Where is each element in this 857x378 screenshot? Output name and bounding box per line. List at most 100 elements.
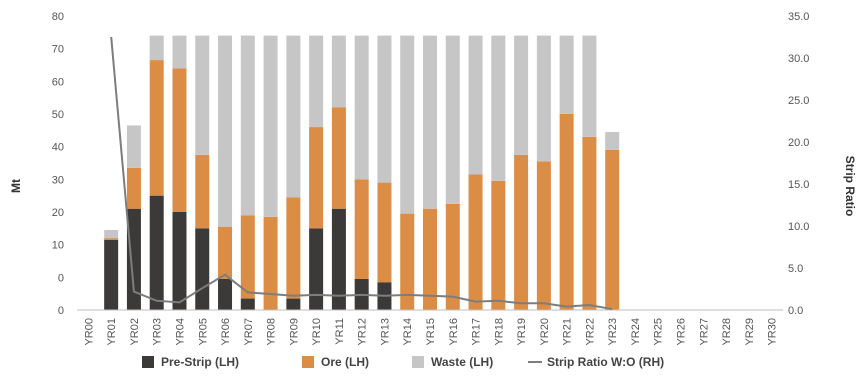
bar-ore	[309, 127, 324, 229]
bar-ore	[149, 60, 164, 196]
bar-waste	[514, 35, 529, 155]
left-tick-label: 80	[52, 11, 64, 23]
left-tick-label: 60	[52, 76, 64, 88]
bar-waste	[377, 35, 392, 183]
bar-pre-strip	[195, 228, 210, 310]
right-tick-label: 0.0	[788, 305, 803, 317]
bar-ore	[172, 68, 187, 213]
legend-swatch-ore	[302, 356, 314, 368]
x-tick-label: YR08	[266, 318, 278, 346]
bar-waste	[172, 35, 187, 69]
bar-ore	[582, 136, 597, 310]
bar-ore	[514, 154, 529, 310]
bar-waste	[491, 35, 506, 181]
x-tick-label: YR02	[129, 318, 141, 346]
x-tick-label: YR24	[630, 318, 642, 346]
left-tick-label: 40	[52, 142, 64, 154]
x-tick-label: YR17	[471, 318, 483, 346]
x-tick-label: YR03	[152, 318, 164, 346]
x-tick-label: YR01	[106, 318, 118, 346]
x-tick-label: YR30	[767, 318, 779, 346]
bar-ore	[286, 197, 301, 299]
left-tick-label: 50	[52, 109, 64, 121]
bar-ore	[559, 114, 574, 310]
legend-swatch-pre-strip	[142, 356, 154, 368]
bar-waste	[468, 35, 483, 175]
bar-pre-strip	[218, 278, 233, 310]
bar-waste	[582, 35, 597, 137]
bar-pre-strip	[104, 239, 119, 310]
x-tick-label: YR20	[539, 318, 551, 346]
x-tick-label: YR26	[676, 318, 688, 346]
bar-pre-strip	[286, 298, 301, 310]
x-tick-label: YR23	[607, 318, 619, 346]
left-axis-ticks: 0 0 10 20 30 40 50 60 70 80	[52, 11, 64, 317]
x-tick-label: YR05	[197, 318, 209, 346]
bar-ore	[263, 216, 278, 310]
bar-waste	[240, 35, 255, 216]
bars	[104, 35, 620, 310]
bar-waste	[218, 35, 233, 227]
legend-label: Waste (LH)	[431, 355, 493, 369]
legend: Pre-Strip (LH) Ore (LH) Waste (LH) Strip Ra…	[142, 355, 664, 369]
right-tick-label: 25.0	[788, 95, 809, 107]
x-tick-label: YR21	[562, 318, 574, 346]
bar-waste	[263, 35, 278, 217]
bar-ore	[423, 208, 437, 310]
x-tick-label: YR16	[448, 318, 460, 346]
x-axis-ticks: YR00 YR01 YR02 YR03 YR04 YR05 YR06 YR07 YR08 YR09…	[83, 318, 778, 346]
x-tick-label: YR09	[288, 318, 300, 346]
right-tick-label: 15.0	[788, 179, 809, 191]
bar-ore	[126, 167, 141, 209]
right-tick-label: 20.0	[788, 137, 809, 149]
x-tick-label: YR18	[493, 318, 505, 346]
bar-pre-strip	[172, 212, 187, 310]
legend-swatch-waste	[412, 356, 424, 368]
bar-ore	[400, 213, 415, 310]
x-tick-label: YR25	[653, 318, 665, 346]
bar-waste	[331, 35, 346, 108]
strip-ratio-line-layer	[110, 36, 613, 311]
bar-waste	[286, 35, 301, 198]
bar-waste	[423, 35, 437, 209]
bar-ore	[218, 226, 233, 279]
right-axis-ticks: 0.0 5.0 10.0 15.0 20.0 25.0 30.0 35.0	[788, 11, 809, 317]
bar-pre-strip	[309, 228, 324, 310]
bar-ore	[605, 149, 620, 310]
left-tick-label: 30	[52, 174, 64, 186]
legend-label: Strip Ratio W:O (RH)	[547, 355, 664, 369]
bar-pre-strip	[126, 208, 141, 310]
right-tick-label: 10.0	[788, 221, 809, 233]
bar-ore	[536, 161, 551, 310]
bar-ore	[468, 174, 483, 310]
x-tick-label: YR19	[516, 318, 528, 346]
right-tick-label: 30.0	[788, 53, 809, 65]
x-tick-label: YR28	[721, 318, 733, 346]
bar-waste	[126, 125, 141, 168]
right-tick-label: 5.0	[788, 263, 803, 275]
bar-pre-strip	[331, 208, 346, 310]
bar-ore	[240, 215, 255, 299]
right-tick-label: 35.0	[788, 11, 809, 23]
bar-waste	[354, 35, 369, 180]
x-tick-label: YR00	[83, 318, 95, 346]
x-tick-label: YR10	[311, 318, 323, 346]
left-tick-label: 0	[58, 305, 64, 317]
x-tick-label: YR14	[402, 318, 414, 346]
x-tick-label: YR07	[243, 318, 255, 346]
bar-waste	[445, 35, 460, 204]
left-axis-title: Mt	[9, 179, 23, 193]
bar-pre-strip	[240, 298, 255, 310]
legend-label: Ore (LH)	[321, 355, 369, 369]
x-tick-label: YR29	[744, 318, 756, 346]
bar-waste	[559, 35, 574, 114]
right-axis-title: Strip Ratio	[843, 156, 857, 217]
left-tick-label: 20	[52, 207, 64, 219]
strip-ratio-line	[110, 36, 613, 311]
bar-waste	[400, 35, 415, 214]
bar-waste	[195, 35, 210, 155]
left-tick-label: 0	[58, 272, 64, 284]
legend-label: Pre-Strip (LH)	[161, 355, 239, 369]
bar-waste	[309, 35, 324, 128]
